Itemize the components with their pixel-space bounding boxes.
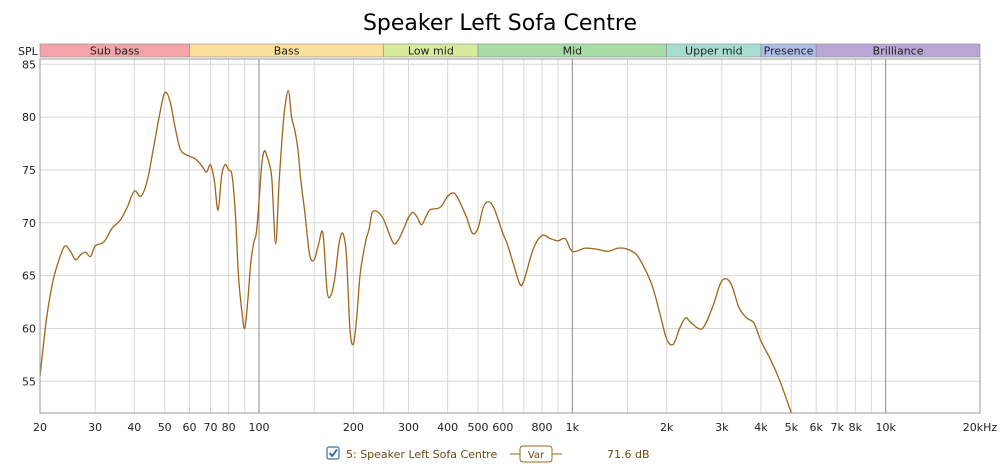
band-label-5: Presence <box>764 45 814 58</box>
x-tick-label-18: 5k <box>785 421 799 434</box>
y-tick-label-5: 80 <box>22 111 36 124</box>
band-label-0: Sub bass <box>90 45 140 58</box>
checkmark-icon <box>328 448 338 458</box>
series-checkbox[interactable] <box>326 446 340 460</box>
x-tick-label-20: 7k <box>830 421 844 434</box>
y-tick-label-0: 55 <box>22 375 36 388</box>
y-tick-label-2: 65 <box>22 270 36 283</box>
band-label-6: Brilliance <box>873 45 924 58</box>
legend: 5: Speaker Left Sofa Centre Var 71.6 dB <box>326 445 650 463</box>
x-tick-label-23: 20kHz <box>963 421 998 434</box>
x-tick-label-8: 200 <box>343 421 364 434</box>
band-label-3: Mid <box>563 45 583 58</box>
series-line-0 <box>40 90 792 413</box>
x-tick-label-15: 2k <box>660 421 674 434</box>
x-tick-label-0: 20 <box>33 421 47 434</box>
y-tick-label-4: 75 <box>22 164 36 177</box>
band-label-4: Upper mid <box>685 45 743 58</box>
x-tick-label-11: 500 <box>468 421 489 434</box>
x-tick-label-21: 8k <box>849 421 863 434</box>
x-tick-label-10: 400 <box>437 421 458 434</box>
x-tick-label-1: 30 <box>88 421 102 434</box>
x-tick-label-16: 3k <box>715 421 729 434</box>
y-axis-label: SPL <box>18 45 39 58</box>
x-tick-label-19: 6k <box>809 421 823 434</box>
series-label[interactable]: 5: Speaker Left Sofa Centre <box>346 448 497 461</box>
legend-value: 71.6 dB <box>607 448 650 461</box>
x-tick-label-22: 10k <box>875 421 896 434</box>
x-tick-label-3: 50 <box>158 421 172 434</box>
y-tick-label-3: 70 <box>22 217 36 230</box>
y-tick-label-6: 85 <box>22 58 36 71</box>
x-tick-label-17: 4k <box>754 421 768 434</box>
x-tick-label-9: 300 <box>398 421 419 434</box>
band-label-2: Low mid <box>408 45 454 58</box>
x-tick-label-13: 800 <box>531 421 552 434</box>
x-tick-label-6: 80 <box>222 421 236 434</box>
plot-area: 55 60 65 70 75 80 85 20 30 40 50 60 70 80 100 200 300 400… <box>22 58 997 434</box>
x-tick-label-4: 60 <box>182 421 196 434</box>
x-tick-label-14: 1k <box>566 421 580 434</box>
band-6 <box>815 43 981 58</box>
x-tick-label-2: 40 <box>127 421 141 434</box>
plot-background <box>40 59 980 413</box>
x-tick-label-7: 100 <box>249 421 270 434</box>
x-tick-label-5: 70 <box>203 421 217 434</box>
plot-border <box>39 58 981 414</box>
band-label-1: Bass <box>274 45 300 58</box>
var-label: Var <box>528 450 545 461</box>
chart-title: Speaker Left Sofa Centre <box>363 11 637 36</box>
y-tick-label-1: 60 <box>22 322 36 335</box>
x-tick-label-12: 600 <box>492 421 513 434</box>
frequency-bands: Sub bass Bass Low mid Mid Upper mid Presence B… <box>39 43 981 58</box>
